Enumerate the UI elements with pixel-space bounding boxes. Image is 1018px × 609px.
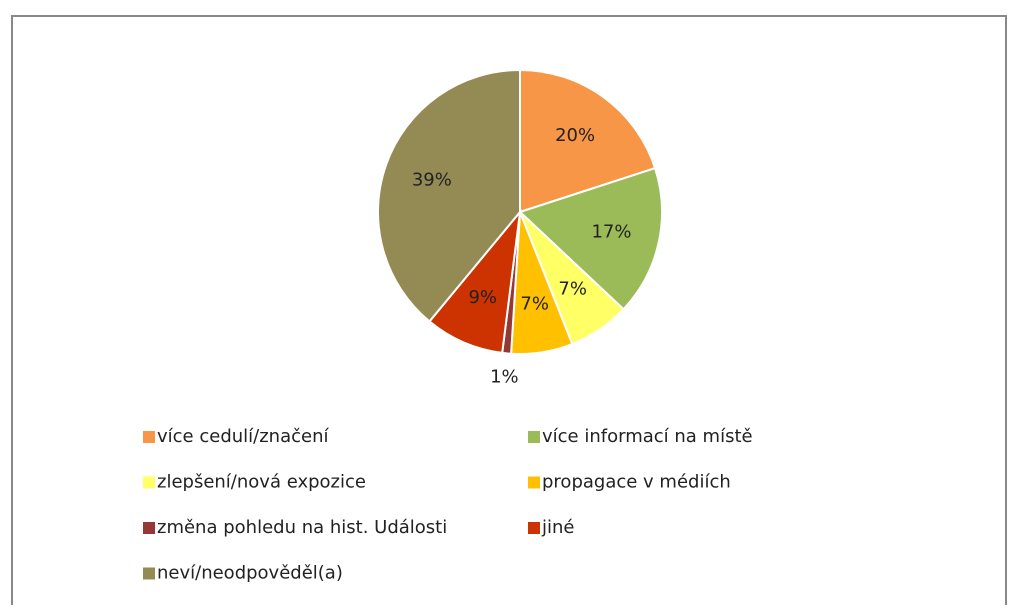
legend-label: neví/neodpověděl(a) — [157, 563, 343, 584]
data-label: 7% — [558, 279, 587, 300]
legend-swatch — [528, 522, 540, 534]
data-label: 9% — [468, 287, 497, 308]
legend-swatch — [528, 431, 540, 443]
pie-slice — [428, 208, 522, 354]
legend-swatch — [528, 476, 540, 489]
pie-slice — [377, 68, 521, 323]
pie-slice — [519, 68, 657, 214]
legend-label: více informací na místě — [542, 426, 753, 447]
legend-label: více cedulí/značení — [157, 426, 329, 447]
data-label: 1% — [490, 366, 519, 387]
data-label: 39% — [412, 169, 452, 190]
data-label: 20% — [555, 125, 595, 146]
frame — [11, 15, 1007, 605]
legend-label: jiné — [541, 517, 574, 538]
data-label: 17% — [591, 221, 631, 242]
pie-slice — [518, 166, 663, 311]
legend-label: změna pohledu na hist. Události — [157, 517, 447, 538]
legend-label: propagace v médiích — [542, 472, 731, 493]
legend-swatch — [143, 476, 155, 489]
legend-swatch — [143, 431, 155, 443]
legend-swatch — [143, 567, 155, 580]
legend-swatch — [143, 522, 155, 534]
data-label: 7% — [520, 294, 549, 315]
legend-label: zlepšení/nová expozice — [157, 472, 366, 493]
